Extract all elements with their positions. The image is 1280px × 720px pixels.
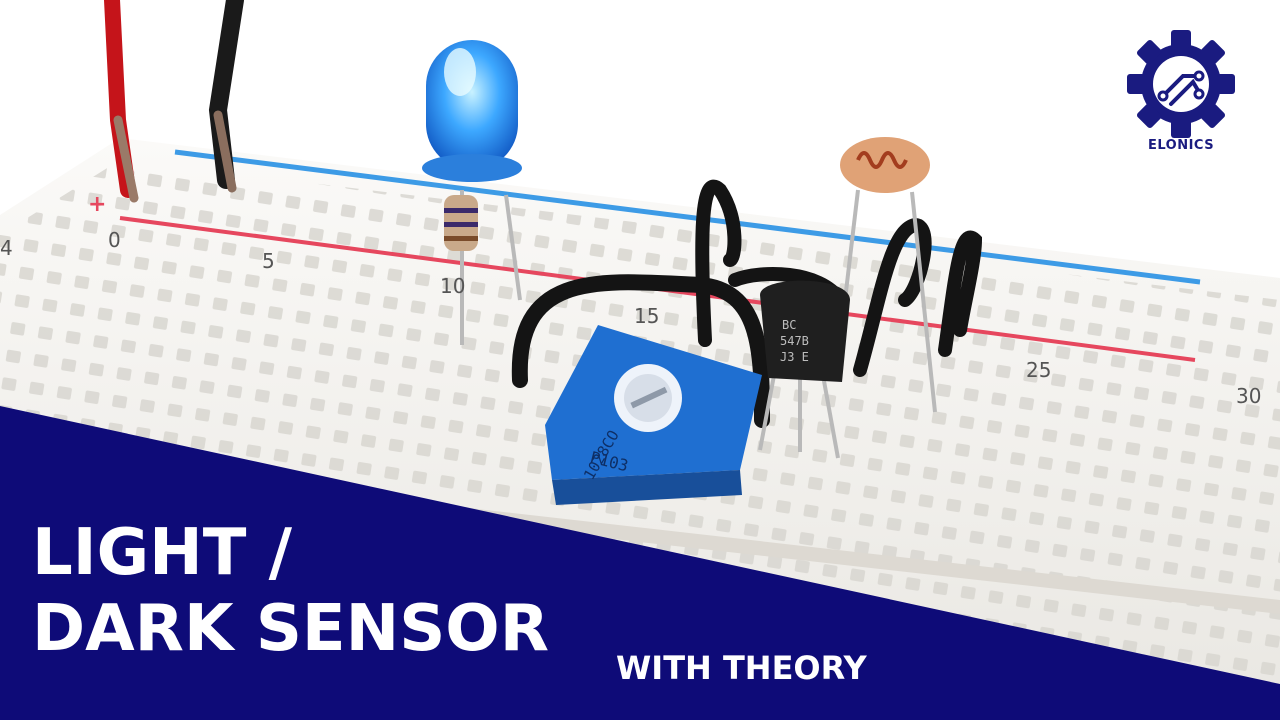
jumper-wire-1 bbox=[511, 274, 770, 428]
elonics-logo: ELONICS bbox=[1126, 28, 1236, 158]
thumbnail-subtitle: WITH THEORY bbox=[616, 649, 867, 687]
red-wire-tip bbox=[113, 115, 139, 203]
row-label-partial: 4 bbox=[0, 236, 13, 260]
title-line-2: DARK SENSOR bbox=[32, 592, 549, 666]
transistor-marking-1: BC bbox=[782, 318, 797, 332]
logo-text: ELONICS bbox=[1147, 138, 1215, 153]
column-number-25: 25 bbox=[1026, 358, 1052, 382]
blue-rail bbox=[174, 149, 1201, 285]
title-line-1: LIGHT / bbox=[32, 516, 292, 590]
transistor-marking-2: 547B bbox=[780, 334, 809, 348]
column-number-5: 5 bbox=[262, 249, 275, 273]
transistor-body bbox=[760, 280, 850, 382]
black-wire-tip bbox=[213, 110, 237, 193]
ldr-body bbox=[840, 137, 930, 193]
column-number-30: 30 bbox=[1236, 384, 1262, 408]
transistor-marking-3: J3 E bbox=[780, 350, 809, 364]
thumbnail-title: LIGHT / DARK SENSOR bbox=[32, 515, 549, 667]
jumper-wire-4 bbox=[938, 230, 983, 357]
title-banner bbox=[0, 406, 1280, 720]
column-number-15: 15 bbox=[634, 304, 660, 328]
rail-plus-label: + bbox=[88, 192, 107, 217]
jumper-wire-2 bbox=[695, 179, 742, 347]
column-number-10: 10 bbox=[440, 274, 466, 298]
column-number-0: 0 bbox=[108, 228, 121, 252]
logo-gear-icon bbox=[1127, 30, 1235, 138]
